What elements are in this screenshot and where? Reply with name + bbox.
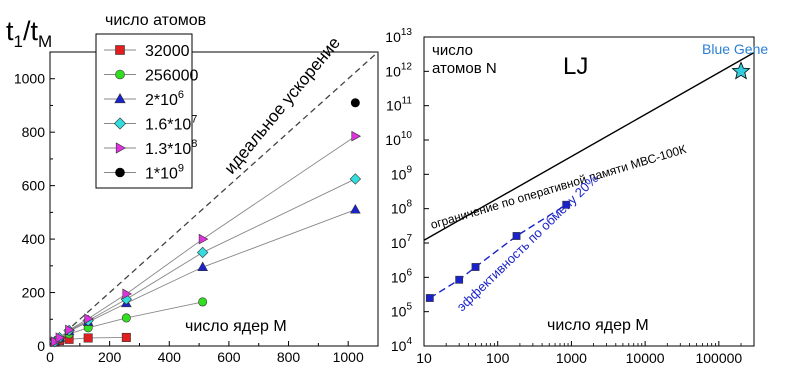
y-title-t: t: [6, 16, 14, 46]
y-tick-label: 800: [22, 124, 46, 140]
y-tick-label: 105: [391, 302, 413, 320]
y-tick-label: 104: [391, 336, 413, 354]
data-point: [50, 336, 61, 348]
y-tick-label: 1012: [385, 61, 412, 79]
legend-title: число атомов: [105, 12, 206, 29]
data-point: [55, 332, 66, 344]
legend-marker: [113, 117, 127, 130]
data-point: [84, 313, 94, 325]
svg-text:t1/tM: t1/tM: [6, 16, 52, 51]
right-series-group: [425, 200, 571, 302]
legend-label: 256000: [145, 68, 198, 85]
left-series-group: [49, 98, 362, 348]
right-y-axis-title-line1: число: [432, 42, 473, 59]
legend-marker: [115, 45, 125, 55]
data-point: [351, 130, 361, 142]
legend-marker: [114, 92, 126, 104]
y-tick-label: 109: [391, 164, 413, 182]
y-tick-label: 200: [22, 285, 46, 301]
efficiency-series: [425, 200, 571, 302]
blue-gene-star-icon: [731, 61, 751, 80]
data-point: [65, 324, 75, 336]
data-point: [196, 246, 209, 259]
x-tick-label: 100: [486, 350, 510, 366]
data-point: [121, 313, 131, 323]
right-axis-ticks: 10 100 1000 10000 100000 104 105 106 107 108 109 10…: [385, 27, 742, 366]
left-x-axis-title: число ядер M: [185, 318, 287, 335]
series-5: [350, 98, 360, 108]
legend-marker: [115, 69, 125, 80]
data-point: [349, 204, 361, 214]
data-point: [512, 232, 521, 240]
data-point: [198, 297, 208, 307]
y-title-sub1: 1: [14, 32, 23, 51]
x-tick-label: 800: [277, 349, 301, 365]
y-tick-label: 1011: [386, 96, 412, 114]
right-y-axis-title-line2: атомов N: [432, 60, 497, 77]
y-tick-label: 0: [37, 338, 45, 354]
blue-gene-point: [731, 61, 751, 80]
x-tick-label: 1000: [556, 350, 587, 366]
atoms-chart: 10 100 1000 10000 100000 104 105 106 107 108 109 10…: [385, 27, 768, 366]
y-tick-label: 1010: [385, 130, 412, 148]
y-title-slash: /: [23, 16, 31, 46]
data-point: [350, 98, 360, 108]
x-tick-label: 10: [416, 350, 432, 366]
data-point: [83, 333, 93, 343]
memory-limit-line: [423, 52, 755, 241]
x-tick-label: 10000: [626, 350, 665, 366]
legend-marker: [115, 142, 127, 154]
y-tick-label: 108: [391, 199, 413, 217]
series-4: [50, 130, 361, 348]
x-tick-label: 400: [158, 349, 182, 365]
x-tick-label: 600: [217, 349, 241, 365]
x-tick-label: 0: [46, 349, 54, 365]
x-tick-label: 1000: [333, 349, 364, 365]
legend-marker: [115, 167, 125, 178]
data-point: [122, 288, 132, 300]
right-plot-frame: [423, 36, 755, 347]
y-tick-label: 1000: [14, 71, 45, 87]
legend-label: 1*109: [145, 163, 184, 183]
data-point: [197, 261, 209, 272]
y-title-t2: t: [31, 16, 39, 46]
right-x-axis-title: число ядер M: [547, 317, 649, 334]
left-y-axis-title: t1/tM: [6, 16, 52, 51]
blue-gene-label: Blue Gene: [702, 41, 768, 57]
ideal-speedup-line: [49, 51, 379, 347]
x-tick-label: 100000: [695, 350, 742, 366]
right-chart-title: LJ: [563, 53, 588, 80]
data-point: [121, 332, 131, 342]
legend-label: 32000: [145, 43, 190, 60]
legend-box: [95, 33, 193, 189]
data-point: [349, 173, 362, 185]
y-title-sub2: M: [38, 32, 52, 51]
y-tick-label: 1013: [385, 27, 412, 45]
y-tick-label: 106: [391, 267, 413, 285]
data-point: [198, 233, 209, 245]
data-point: [562, 200, 571, 209]
data-point: [455, 275, 464, 284]
x-tick-label: 200: [98, 349, 122, 365]
data-point: [425, 294, 434, 302]
legend-label: 1.3*108: [145, 138, 197, 158]
left-axis-ticks: 0 200 400 600 800 1000 0 200 400 600 800 1000: [14, 71, 364, 365]
legend-label: 1.6*107: [145, 114, 197, 134]
left-plot-frame: [49, 51, 379, 347]
y-tick-label: 400: [22, 231, 46, 247]
legend-label: 2*106: [145, 89, 184, 109]
y-tick-label: 107: [391, 233, 413, 251]
y-tick-label: 600: [22, 178, 46, 194]
legend: 32000 256000 2*106 1.6*107 1.3*108 1*109: [95, 33, 198, 189]
data-point: [471, 263, 480, 271]
